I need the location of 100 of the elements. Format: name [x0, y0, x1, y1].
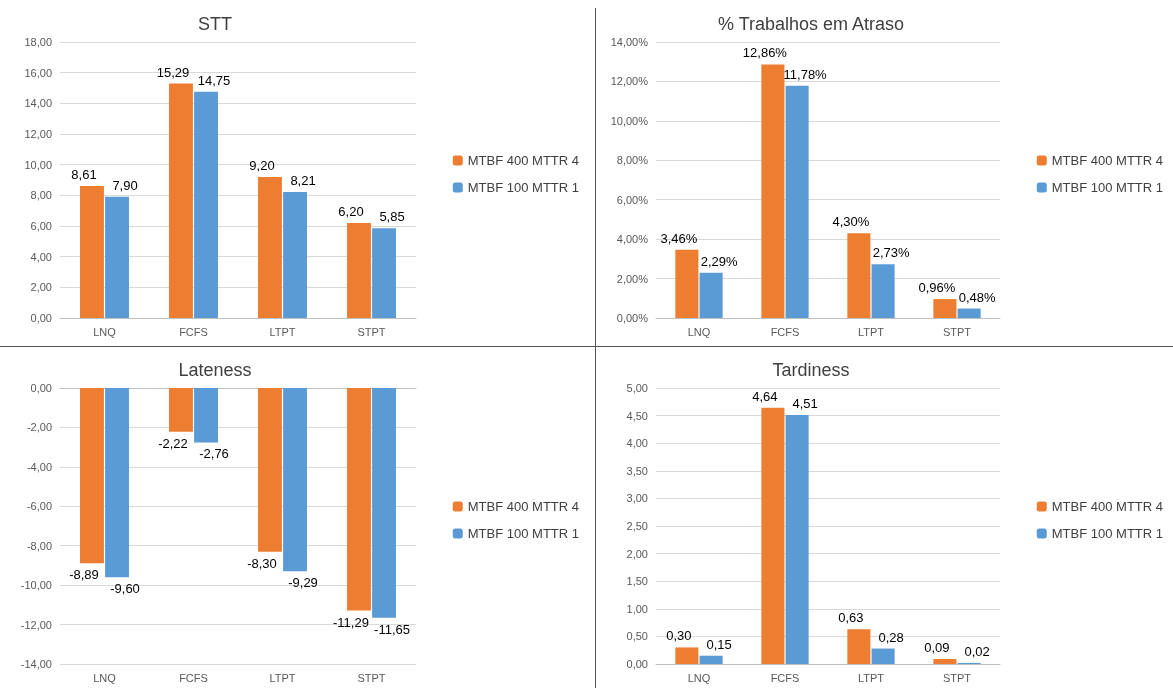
data-label: 0,28 — [878, 629, 904, 645]
y-tick-label: -14,00 — [20, 658, 52, 670]
data-label: 3,46% — [660, 230, 698, 246]
y-tick-label: 0,00 — [30, 312, 52, 324]
bar — [699, 655, 723, 664]
data-label: 2,73% — [872, 245, 910, 261]
x-tick-label: LTPT — [269, 671, 296, 684]
y-tick-label: 4,00% — [616, 233, 649, 246]
bar — [169, 83, 193, 318]
y-tick-label: 3,50 — [626, 464, 648, 477]
bar — [105, 196, 129, 318]
chart-title: STT — [198, 14, 232, 34]
data-label: -11,29 — [333, 614, 369, 630]
y-tick-label: 3,00 — [626, 492, 648, 505]
data-label: -8,89 — [69, 567, 99, 583]
y-tick-label: 14,00 — [24, 97, 52, 110]
legend-label: MTBF 100 MTTR 1 — [467, 180, 580, 195]
data-label: -8,30 — [247, 555, 277, 571]
x-tick-label: LTPT — [857, 671, 885, 684]
data-label: -2,76 — [199, 446, 229, 462]
x-tick-label: STPT — [942, 325, 972, 338]
bar — [761, 407, 785, 664]
x-tick-label: LNQ — [687, 325, 711, 338]
data-label: 8,21 — [290, 173, 316, 189]
y-tick-label: -12,00 — [20, 618, 52, 631]
data-label: 0,09 — [924, 640, 950, 656]
legend-label: MTBF 400 MTTR 4 — [467, 153, 580, 168]
y-tick-label: 8,00 — [30, 189, 52, 202]
data-label: 0,48% — [958, 289, 996, 305]
bar — [847, 629, 871, 664]
data-label: 15,29 — [156, 64, 190, 80]
x-tick-label: FCFS — [770, 325, 800, 338]
y-tick-label: 12,00% — [610, 75, 649, 88]
data-label: 14,75 — [197, 72, 231, 88]
y-tick-label: 10,00 — [24, 158, 52, 171]
bar — [80, 185, 104, 318]
bar — [372, 228, 396, 318]
bar — [933, 299, 957, 318]
y-tick-label: -6,00 — [26, 500, 52, 513]
y-tick-label: 1,00 — [626, 602, 648, 615]
y-tick-label: 2,00 — [626, 547, 648, 560]
data-label: 0,63 — [838, 610, 864, 626]
x-tick-label: FCFS — [179, 325, 208, 338]
y-tick-label: 4,00 — [626, 437, 648, 450]
data-label: 0,15 — [706, 636, 732, 652]
y-tick-label: 18,00 — [24, 36, 52, 48]
x-tick-label: LNQ — [687, 671, 711, 684]
data-label: 12,86% — [742, 45, 788, 61]
y-tick-label: 2,00 — [30, 281, 52, 294]
chart-title: Tardiness — [772, 360, 850, 380]
y-tick-label: 6,00% — [616, 193, 649, 206]
bar — [258, 176, 282, 318]
data-label: 9,20 — [249, 157, 275, 173]
bar — [957, 308, 981, 318]
bar — [785, 85, 809, 318]
y-tick-label: 14,00% — [610, 36, 649, 48]
data-label: 7,90 — [112, 177, 138, 193]
x-tick-label: FCFS — [770, 671, 800, 684]
x-tick-label: FCFS — [179, 671, 208, 684]
y-tick-label: 6,00 — [30, 220, 52, 232]
y-tick-label: 8,00% — [616, 154, 649, 167]
bar — [675, 647, 699, 664]
x-tick-label: STPT — [357, 671, 386, 684]
y-tick-label: 1,50 — [626, 575, 648, 588]
data-label: -9,60 — [110, 581, 140, 597]
y-tick-label: 0,50 — [626, 630, 648, 643]
bar — [675, 249, 699, 318]
y-tick-label: 12,00 — [24, 128, 52, 140]
bar — [933, 659, 957, 664]
x-tick-label: LTPT — [857, 325, 885, 338]
y-tick-label: -2,00 — [26, 421, 52, 434]
x-tick-label: LNQ — [93, 325, 117, 338]
bar — [283, 192, 307, 318]
data-label: -2,22 — [158, 435, 188, 451]
y-tick-label: 5,00 — [626, 382, 648, 394]
y-tick-label: 2,00% — [616, 272, 649, 285]
legend-label: MTBF 400 MTTR 4 — [467, 499, 580, 514]
bar — [871, 264, 895, 318]
chart-title: % Trabalhos em Atraso — [717, 14, 905, 34]
bar — [194, 91, 218, 318]
data-label: 2,29% — [700, 253, 738, 269]
y-tick-label: 2,50 — [626, 520, 648, 532]
y-tick-label: 0,00 — [626, 658, 648, 670]
y-tick-label: 4,50 — [626, 409, 648, 422]
y-tick-label: -8,00 — [26, 539, 52, 552]
data-label: 4,30% — [832, 214, 870, 230]
legend-label: MTBF 100 MTTR 1 — [1051, 180, 1164, 195]
y-tick-label: 4,00 — [30, 250, 52, 263]
bar — [785, 415, 809, 664]
bar — [847, 233, 871, 318]
y-tick-label: -4,00 — [26, 460, 52, 473]
data-label: 8,61 — [71, 166, 97, 182]
y-tick-label: 0,00 — [30, 382, 52, 394]
data-label: 4,64 — [752, 388, 778, 404]
y-tick-label: 0,00% — [616, 312, 649, 324]
data-label: 11,78% — [783, 66, 828, 82]
data-label: 5,85 — [379, 209, 405, 225]
data-label: 0,30 — [666, 628, 692, 644]
bar — [699, 272, 723, 318]
legend-label: MTBF 400 MTTR 4 — [1051, 153, 1164, 168]
